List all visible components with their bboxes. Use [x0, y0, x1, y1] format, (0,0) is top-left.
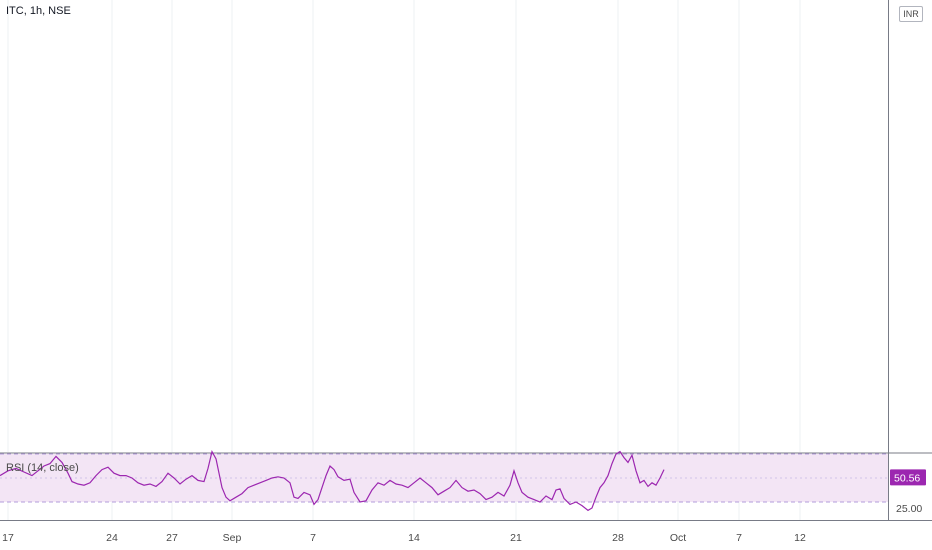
chart-title[interactable]: ITC, 1h, NSE: [6, 5, 71, 17]
rsi-value-tag: 50.56: [890, 469, 926, 486]
time-axis-tick: 17: [2, 532, 14, 544]
time-axis-tick: 7: [310, 532, 316, 544]
rsi-line: [0, 449, 665, 512]
rsi-value-text: 50.56: [894, 472, 920, 484]
time-axis-tick: 14: [408, 532, 420, 544]
rsi-axis-tick: 25.00: [896, 503, 922, 515]
rsi-value-box: [890, 469, 926, 486]
time-axis-tick: 7: [736, 532, 742, 544]
time-axis-tick: Oct: [670, 532, 686, 544]
time-axis-tick: Sep: [223, 532, 242, 544]
time-axis-tick: 27: [166, 532, 178, 544]
rsi-band-fill: [0, 454, 888, 502]
rsi-legend[interactable]: RSI (14, close): [6, 462, 79, 474]
time-axis-tick: 24: [106, 532, 118, 544]
time-axis-tick: 21: [510, 532, 522, 544]
time-axis-tick: 28: [612, 532, 624, 544]
currency-button[interactable]: INR: [899, 6, 923, 22]
time-axis-tick: 12: [794, 532, 806, 544]
